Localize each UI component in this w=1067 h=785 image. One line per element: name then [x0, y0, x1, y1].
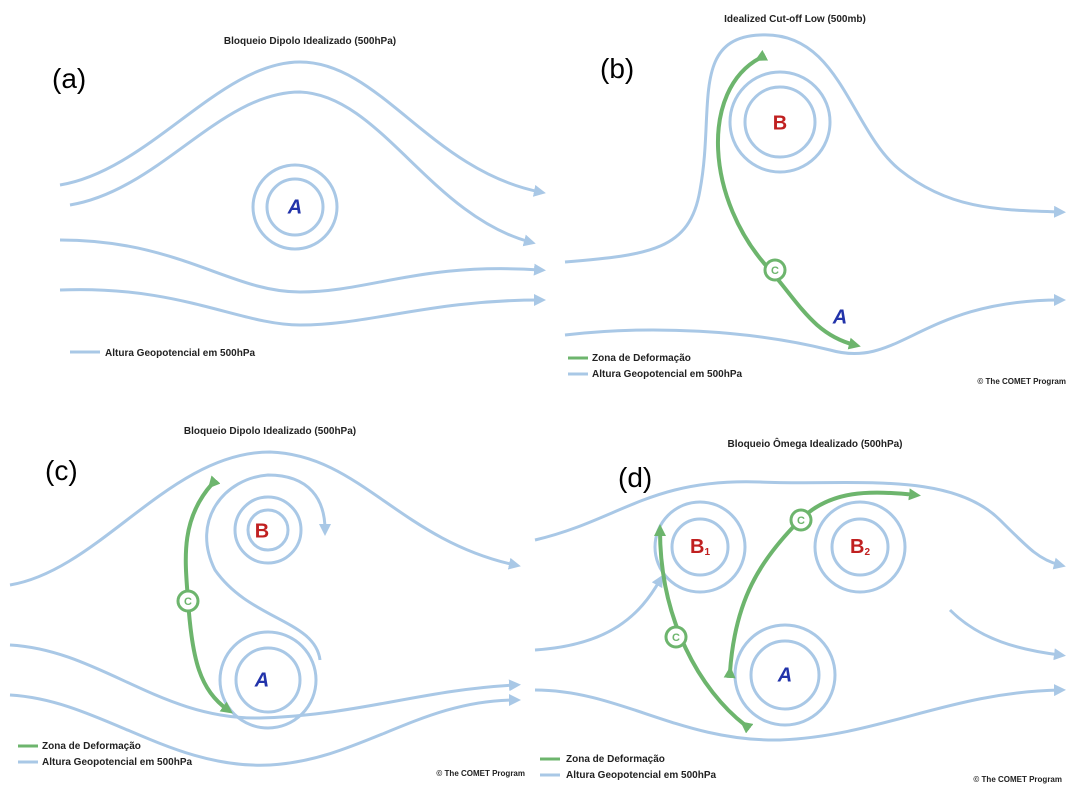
- center-letter: B: [850, 536, 864, 558]
- legend-text: Zona de Deformação: [592, 353, 691, 364]
- center-label: A: [254, 669, 269, 691]
- center-subscript: 2: [864, 547, 870, 558]
- center-subscript: 1: [704, 547, 710, 558]
- panel-label: (d): [618, 462, 652, 493]
- credit: © The COMET Program: [436, 769, 525, 778]
- diagram: Bloqueio Dipolo Idealizado (500hPa) (a) …: [0, 0, 1067, 785]
- page: {"panels": [ {"label": "(a)", "title": "…: [0, 0, 1067, 785]
- legend-text: Altura Geopotencial em 500hPa: [566, 770, 716, 781]
- panel-b: Idealized Cut-off Low (500mb) (b) C B A …: [565, 14, 1066, 386]
- center-label: B2: [850, 536, 870, 558]
- legend-text: Altura Geopotencial em 500hPa: [105, 348, 255, 359]
- legend-text: Zona de Deformação: [566, 754, 665, 765]
- credit: © The COMET Program: [977, 377, 1066, 386]
- panel-a: Bloqueio Dipolo Idealizado (500hPa) (a) …: [52, 36, 540, 359]
- panel-d: Bloqueio Ômega Idealizado (500hPa) (d) C…: [535, 437, 1062, 784]
- legend-text: Zona de Deformação: [42, 741, 141, 752]
- center-label: A: [832, 306, 847, 328]
- center-label: B: [255, 520, 269, 542]
- legend-text: Altura Geopotencial em 500hPa: [42, 757, 192, 768]
- legend-text: Altura Geopotencial em 500hPa: [592, 369, 742, 380]
- center-letter: B: [690, 536, 704, 558]
- panel-label: (b): [600, 53, 634, 84]
- deformation-label: C: [184, 596, 192, 608]
- panel-title: Idealized Cut-off Low (500mb): [724, 14, 866, 25]
- center-label: A: [287, 196, 302, 218]
- credit: © The COMET Program: [973, 775, 1062, 784]
- center-label: B1: [690, 536, 710, 558]
- center-label: B: [773, 112, 787, 134]
- panel-label: (c): [45, 455, 78, 486]
- panel-label: (a): [52, 63, 86, 94]
- deformation-label: C: [672, 632, 680, 644]
- panel-title: Bloqueio Ômega Idealizado (500hPa): [727, 437, 902, 450]
- panel-title: Bloqueio Dipolo Idealizado (500hPa): [184, 426, 356, 437]
- deformation-label: C: [797, 515, 805, 527]
- panel-c: Bloqueio Dipolo Idealizado (500hPa) (c) …: [10, 426, 525, 778]
- center-label: A: [777, 664, 792, 686]
- deformation-label: C: [771, 265, 779, 277]
- panel-title: Bloqueio Dipolo Idealizado (500hPa): [224, 36, 396, 47]
